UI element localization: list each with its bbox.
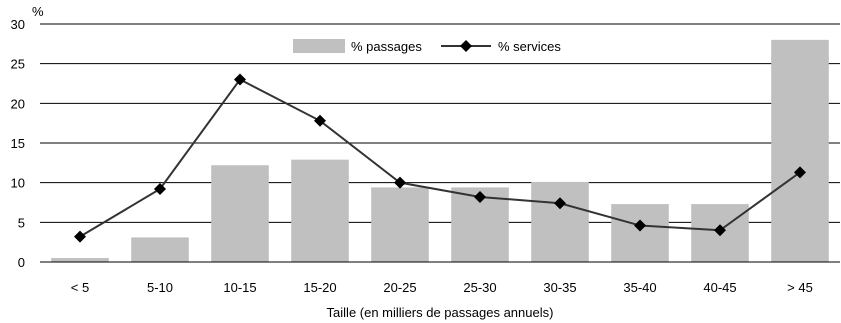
y-tick-label: 20 bbox=[11, 96, 25, 111]
x-tick-label: < 5 bbox=[71, 280, 89, 295]
x-tick-label: 20-25 bbox=[383, 280, 416, 295]
y-unit-label: % bbox=[32, 4, 44, 19]
x-tick-label: 30-35 bbox=[543, 280, 576, 295]
point-marker bbox=[234, 73, 246, 86]
y-tick-label: 25 bbox=[11, 57, 25, 72]
bar bbox=[611, 204, 669, 262]
x-tick-label: > 45 bbox=[787, 280, 813, 295]
y-tick-label: 0 bbox=[18, 255, 25, 270]
y-tick-label: 10 bbox=[11, 176, 25, 191]
point-marker bbox=[714, 224, 726, 237]
y-tick-label: 15 bbox=[11, 136, 25, 151]
y-tick-label: 5 bbox=[18, 215, 25, 230]
y-tick-label: 30 bbox=[11, 17, 25, 32]
bar bbox=[371, 187, 429, 262]
bar bbox=[131, 237, 189, 262]
x-tick-label: 5-10 bbox=[147, 280, 173, 295]
x-tick-label: 40-45 bbox=[703, 280, 736, 295]
point-marker bbox=[394, 176, 406, 189]
point-marker bbox=[154, 183, 166, 196]
bar bbox=[771, 39, 829, 262]
legend-label: % services bbox=[498, 39, 561, 54]
series-line bbox=[79, 78, 801, 238]
point-marker bbox=[794, 166, 806, 179]
line-series bbox=[74, 73, 806, 243]
legend-label: % passages bbox=[351, 39, 422, 54]
bar-series bbox=[51, 39, 829, 262]
x-tick-label: 15-20 bbox=[303, 280, 336, 295]
point-marker bbox=[474, 190, 486, 203]
point-marker bbox=[74, 230, 86, 243]
x-axis-title: Taille (en milliers de passages annuels) bbox=[327, 305, 554, 320]
point-marker bbox=[314, 114, 326, 127]
x-tick-label: 35-40 bbox=[623, 280, 656, 295]
x-tick-label: 25-30 bbox=[463, 280, 496, 295]
legend-swatch-bar bbox=[293, 39, 345, 53]
legend-swatch-marker bbox=[460, 40, 472, 52]
bar bbox=[211, 165, 269, 262]
bar bbox=[291, 159, 349, 262]
legend: % passages % services bbox=[293, 39, 561, 54]
x-tick-labels: < 5 5-10 10-15 15-20 20-25 25-30 30-35 35-40 40-… bbox=[71, 280, 813, 295]
y-tick-labels: 0 5 10 15 20 25 30 bbox=[11, 17, 25, 270]
bar bbox=[51, 258, 109, 262]
point-marker bbox=[554, 197, 566, 210]
point-marker bbox=[634, 219, 646, 232]
x-tick-label: 10-15 bbox=[223, 280, 256, 295]
bar bbox=[531, 181, 589, 262]
